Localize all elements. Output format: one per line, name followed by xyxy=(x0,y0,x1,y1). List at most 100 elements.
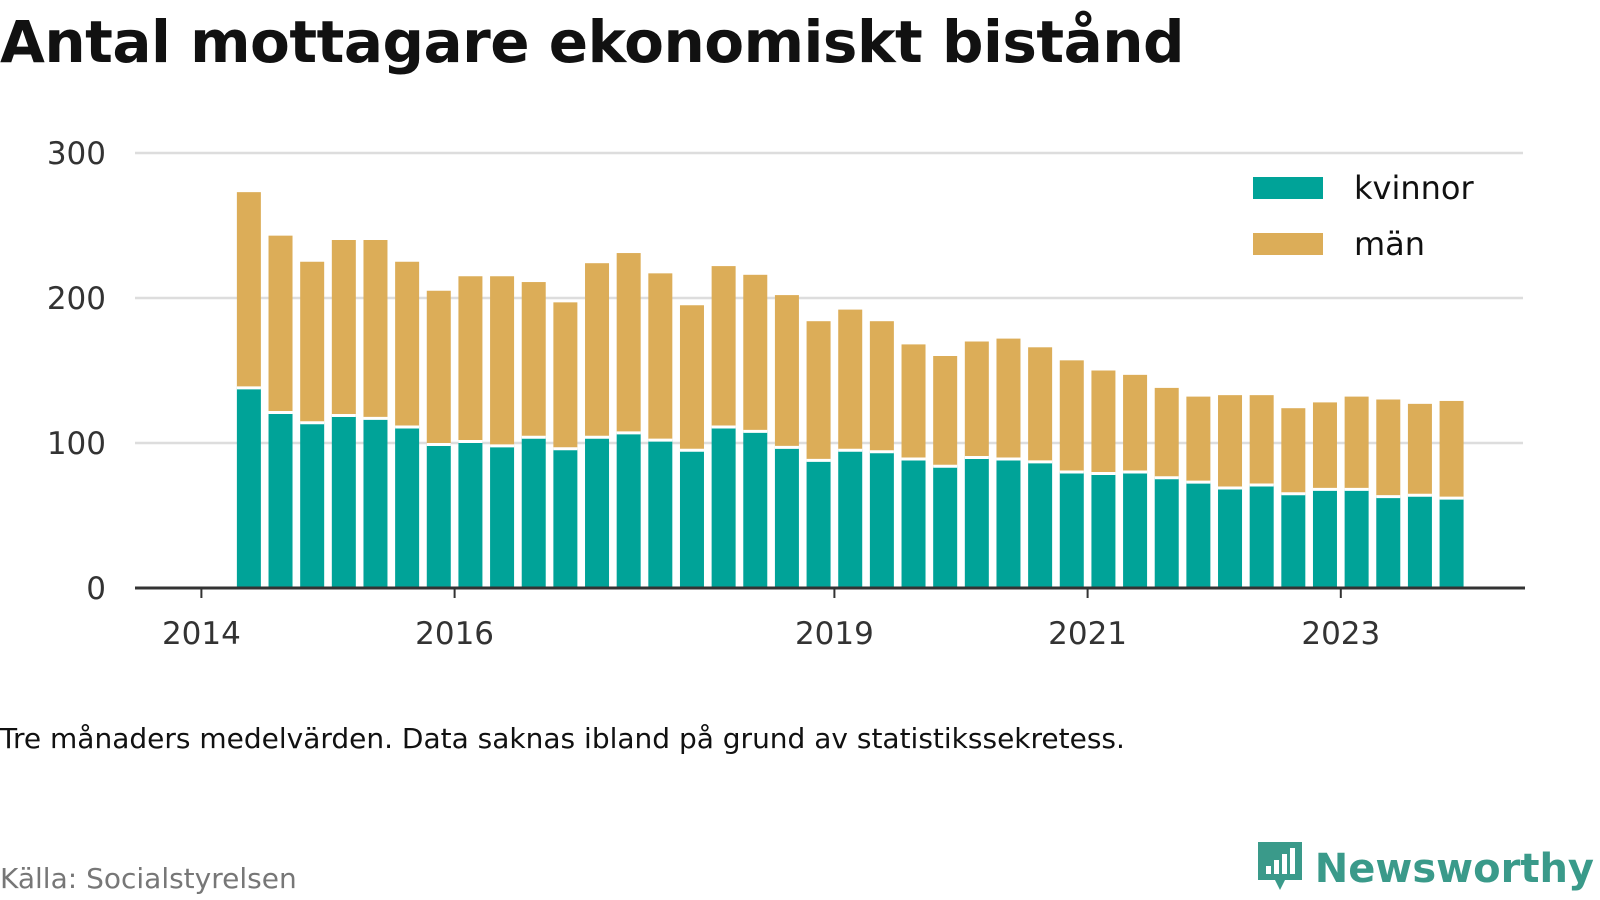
bar-kvinnor xyxy=(1028,461,1053,588)
bar-kvinnor xyxy=(1186,482,1211,588)
bar-kvinnor xyxy=(933,466,958,588)
bar-man xyxy=(458,276,483,442)
bar-man xyxy=(1249,395,1274,486)
bar-man xyxy=(996,338,1021,459)
y-tick-label: 300 xyxy=(47,136,106,172)
x-tick-label: 2021 xyxy=(1048,616,1127,652)
bar-kvinnor xyxy=(616,432,641,588)
bar-man xyxy=(838,309,863,451)
bar-stack xyxy=(616,253,641,588)
bar-stack xyxy=(426,290,451,588)
bar-man xyxy=(933,356,958,467)
bar-kvinnor xyxy=(331,415,356,588)
bar-man xyxy=(363,240,388,419)
legend-swatch xyxy=(1253,233,1323,255)
bar-man xyxy=(964,341,989,458)
y-tick-label: 0 xyxy=(86,571,106,607)
bar-kvinnor xyxy=(679,450,704,588)
y-tick-label: 100 xyxy=(47,426,106,462)
stacked-bar-chart: 0 100 200 300 2014 2016 2019 2021 2023 kvinnor m… xyxy=(47,136,1525,652)
bar-kvinnor xyxy=(648,440,673,588)
bar-man xyxy=(236,192,261,388)
bar-man xyxy=(711,266,736,428)
bar-kvinnor xyxy=(869,451,894,588)
bar-stack xyxy=(300,261,325,588)
bar-stack xyxy=(743,274,768,588)
bar-man xyxy=(901,344,926,459)
bar-man xyxy=(743,274,768,432)
bar-man xyxy=(679,305,704,451)
bar-stack xyxy=(648,273,673,588)
bar-man xyxy=(1281,408,1306,494)
bar-stack xyxy=(711,266,736,588)
bar-stack xyxy=(996,338,1021,588)
bar-stack xyxy=(1059,360,1084,588)
bar-stack xyxy=(1376,399,1401,588)
bar-stack xyxy=(838,309,863,588)
bar-kvinnor xyxy=(1344,489,1369,588)
bar-kvinnor xyxy=(363,418,388,588)
bar-man xyxy=(869,321,894,452)
x-tick-label: 2019 xyxy=(795,616,874,652)
x-tick-label: 2014 xyxy=(162,616,241,652)
y-axis-ticks: 0 100 200 300 xyxy=(47,136,106,607)
bar-kvinnor xyxy=(458,441,483,588)
bar-man xyxy=(1091,370,1116,474)
bar-stack xyxy=(395,261,420,588)
bar-stack xyxy=(1123,374,1148,588)
bar-kvinnor xyxy=(1154,477,1179,588)
bar-man xyxy=(268,235,293,413)
bar-stack xyxy=(1439,400,1464,588)
brand-name: Newsworthy xyxy=(1314,846,1594,892)
bar-stack xyxy=(1154,387,1179,588)
bar-kvinnor xyxy=(1218,487,1243,588)
bar-man xyxy=(426,290,451,445)
bar-kvinnor xyxy=(1091,473,1116,588)
bar-kvinnor xyxy=(395,427,420,588)
bar-man xyxy=(553,302,578,449)
bar-man xyxy=(1123,374,1148,472)
bar-kvinnor xyxy=(838,450,863,588)
x-tick-label: 2016 xyxy=(415,616,494,652)
bar-stack xyxy=(1344,396,1369,588)
chart-title: Antal mottagare ekonomiskt bistånd xyxy=(0,8,1185,76)
bar-stack xyxy=(964,341,989,588)
bar-stack xyxy=(1249,395,1274,588)
bar-kvinnor xyxy=(1281,493,1306,588)
chart-note: Tre månaders medelvärden. Data saknas ib… xyxy=(0,722,1125,755)
bar-kvinnor xyxy=(1407,495,1432,588)
bar-kvinnor xyxy=(236,387,261,588)
bar-man xyxy=(300,261,325,423)
bar-kvinnor xyxy=(1249,485,1274,588)
bar-kvinnor xyxy=(1059,472,1084,588)
bar-stack xyxy=(521,282,546,588)
bar-kvinnor xyxy=(711,427,736,588)
legend-label: kvinnor xyxy=(1354,169,1475,207)
x-tick-label: 2023 xyxy=(1301,616,1380,652)
bar-kvinnor xyxy=(743,431,768,588)
bar-man xyxy=(1154,387,1179,478)
x-axis-ticks: 2014 2016 2019 2021 2023 xyxy=(162,588,1380,652)
bar-stack xyxy=(585,263,610,588)
bar-man xyxy=(585,263,610,438)
bar-stack xyxy=(1312,402,1337,588)
bar-kvinnor xyxy=(1439,498,1464,588)
bar-man xyxy=(1312,402,1337,490)
bar-man xyxy=(1186,396,1211,483)
bar-kvinnor xyxy=(806,460,831,588)
bar-man xyxy=(395,261,420,428)
bar-man xyxy=(1028,347,1053,462)
bar-stack xyxy=(869,321,894,588)
bar-kvinnor xyxy=(300,422,325,588)
bars xyxy=(236,192,1464,588)
bar-kvinnor xyxy=(553,448,578,588)
bar-kvinnor xyxy=(490,445,515,588)
newsworthy-logo-icon xyxy=(1257,842,1302,890)
legend-swatch xyxy=(1253,177,1323,199)
bar-kvinnor xyxy=(426,444,451,588)
bar-man xyxy=(1218,395,1243,488)
bar-man xyxy=(521,282,546,438)
bar-man xyxy=(1439,400,1464,499)
bar-man xyxy=(331,240,356,416)
bar-kvinnor xyxy=(996,458,1021,588)
